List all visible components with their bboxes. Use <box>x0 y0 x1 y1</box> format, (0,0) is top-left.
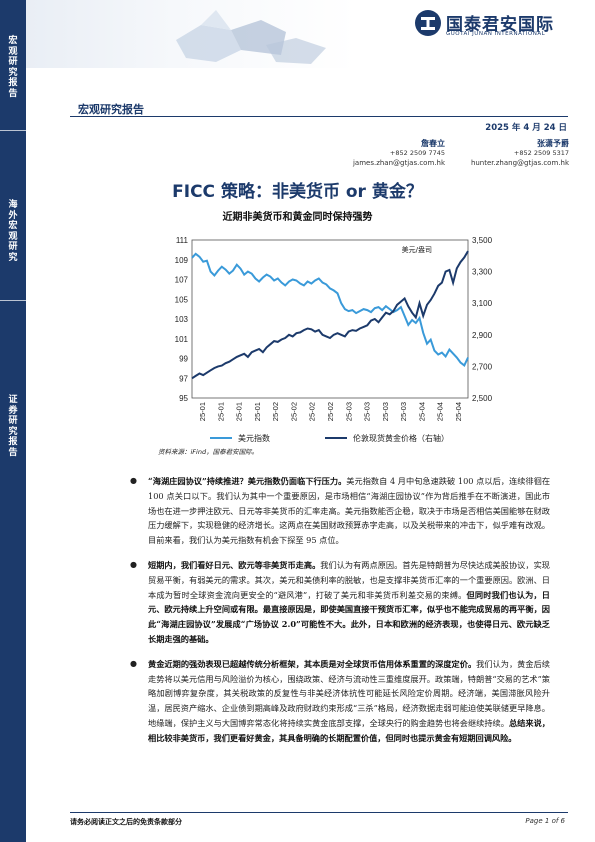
bullet-icon: ● <box>130 476 137 485</box>
sidebar-divider <box>0 300 26 301</box>
sidebar-section-1: 宏观研究报告 <box>0 36 26 99</box>
legend-label-1: 美元指数 <box>238 433 270 443</box>
author-2: 张潇予爵 +852 2509 5317 hunter.zhang@gtjas.c… <box>471 138 569 168</box>
sidebar-divider <box>0 130 26 131</box>
bullet-heading: 短期内，我们看好日元、欧元等非美货币走高。 <box>148 559 321 570</box>
sidebar-char: 报 <box>8 437 18 447</box>
bullet-text: 我们认为有两点原因。首先是特朗普为尽快达成美股协议，实现贸易平衡，有弱美元的需求… <box>148 559 550 600</box>
bullet-item: ● 黄金近期的强劲表现已超越传统分析框架，其本质是对全球货币信用体系重置的深度定… <box>130 657 550 746</box>
bullet-heading: 黄金近期的强劲表现已超越传统分析框架，其本质是对全球货币信用体系重置的深度定价。 <box>148 658 477 669</box>
chart: 95 97 99 101 103 105 107 109 111 2,500 2,700 2,900 3… <box>175 236 493 443</box>
x-axis-tick-label: 25-02 <box>271 402 280 421</box>
sidebar-char: 宏 <box>8 36 18 46</box>
left-axis-tick-label: 111 <box>176 236 189 245</box>
logo-subtext: GUOTAI JUNAN INTERNATIONAL <box>446 31 546 37</box>
x-axis-tick-label: 25-04 <box>436 402 445 421</box>
left-axis-tick-label: 95 <box>179 394 188 403</box>
legend-label-2: 伦敦现货黄金价格（右轴） <box>353 433 449 443</box>
bullet-text: 美元指数自 4 月中旬急速跌破 100 点以后，连续徘徊在 100 点关口以下。… <box>148 476 551 546</box>
plot-frame <box>191 239 469 399</box>
x-axis-tick-label: 25-01 <box>253 402 262 421</box>
chart-source: 资料来源：iFind，国泰君安国际。 <box>158 448 259 456</box>
report-date: 2025 年 4 月 24 日 <box>485 123 567 133</box>
right-axis-tick-label: 2,500 <box>472 394 493 403</box>
sidebar-char: 外 <box>8 210 18 221</box>
page-number: Page 1 of 6 <box>525 817 565 825</box>
sidebar-char: 观 <box>8 231 18 242</box>
header-banner <box>26 0 356 68</box>
right-axis-tick-label: 2,700 <box>472 362 493 371</box>
x-axis-tick-label: 25-04 <box>454 402 463 421</box>
sidebar-char: 究 <box>8 67 18 78</box>
x-axis-tick-label: 25-01 <box>235 402 244 421</box>
sidebar-char: 海 <box>8 200 18 210</box>
sidebar-char: 究 <box>8 252 18 263</box>
x-axis-tick-label: 25-02 <box>308 402 317 421</box>
sidebar-char: 宏 <box>8 221 18 231</box>
right-axis-tick-label: 3,300 <box>472 268 493 277</box>
left-axis-tick-label: 99 <box>179 355 188 364</box>
sidebar-char: 告 <box>8 447 18 458</box>
sidebar-char: 观 <box>8 46 18 57</box>
bullet-heading: “海湖庄园协议”持续推进？美元指数仍面临下行压力。 <box>148 476 347 486</box>
author-name: 詹春立 <box>421 138 445 148</box>
x-axis-tick-label: 25-03 <box>344 402 353 421</box>
left-axis-tick-label: 97 <box>179 374 188 383</box>
bullet-text: 我们认为，黄金后续走势将以美元信用与风险溢价为核心，围绕政策、经济与流动性三重维… <box>148 658 550 728</box>
series-line-1 <box>191 252 469 367</box>
left-axis-tick-label: 107 <box>175 276 189 285</box>
sidebar-char: 研 <box>8 57 18 67</box>
left-axis-tick-label: 109 <box>175 256 189 265</box>
sidebar-section-2: 海外宏观研究 <box>0 200 26 263</box>
x-axis-tick-label: 25-03 <box>381 402 390 421</box>
unit-label: 美元/盎司 <box>402 245 432 254</box>
x-axis-tick-label: 25-01 <box>216 402 225 421</box>
bullet-icon: ● <box>130 559 137 569</box>
author-email[interactable]: hunter.zhang@gtjas.com.hk <box>470 159 569 167</box>
author-1: 詹春立 +852 2509 7745 james.zhan@gtjas.com.… <box>353 138 445 168</box>
left-axis-tick-label: 101 <box>175 335 189 344</box>
left-axis-tick-label: 105 <box>175 295 189 304</box>
x-axis-tick-label: 25-02 <box>326 402 335 421</box>
sidebar-section-3: 证券研究报告 <box>0 395 26 458</box>
x-axis-tick-label: 25-03 <box>363 402 372 421</box>
crystal-decoration <box>176 10 326 64</box>
bullet-item: ● 短期内，我们看好日元、欧元等非美货币走高。我们认为有两点原因。首先是特朗普为… <box>130 558 550 647</box>
logo-text: 国泰君安国际 <box>446 15 554 35</box>
x-axis-tick-label: 25-03 <box>399 402 408 421</box>
sidebar-char: 研 <box>8 242 18 252</box>
x-axis-tick-label: 25-02 <box>289 402 298 421</box>
sidebar-char: 研 <box>8 416 18 426</box>
report-title: FICC 策略：非美货币 or 黄金？ <box>172 182 423 202</box>
bullet-tail: 总结来说，相比较非美货币，我们更看好黄金，其具备明确的长期配置价值，但同时也提示… <box>148 717 550 743</box>
sidebar <box>0 0 26 842</box>
report-type: 宏观研究报告 <box>78 103 144 116</box>
right-axis-tick-label: 2,900 <box>472 331 493 340</box>
right-axis-tick-label: 3,500 <box>472 236 493 245</box>
right-axis-tick-label: 3,100 <box>472 299 493 308</box>
sidebar-char: 证 <box>8 395 18 405</box>
series-line-2 <box>191 250 469 380</box>
x-axis-tick-label: 25-04 <box>417 402 426 421</box>
header-rule <box>70 116 568 117</box>
sidebar-char: 券 <box>8 405 18 416</box>
author-name: 张潇予爵 <box>537 138 569 148</box>
sidebar-char: 究 <box>8 426 18 437</box>
footer-disclaimer[interactable]: 请务必阅读正文之后的免责条款部分 <box>70 818 182 826</box>
author-email[interactable]: james.zhan@gtjas.com.hk <box>352 159 445 167</box>
sidebar-char: 报 <box>8 78 18 88</box>
chart-title: 近期非美货币和黄金同时保持强势 <box>222 212 373 223</box>
sidebar-char: 告 <box>8 88 18 99</box>
author-phone: +852 2509 5317 <box>513 149 569 157</box>
bullet-list: ● “海湖庄园协议”持续推进？美元指数仍面临下行压力。美元指数自 4 月中旬急速… <box>130 474 551 756</box>
author-phone: +852 2509 7745 <box>389 149 445 157</box>
bullet-item: ● “海湖庄园协议”持续推进？美元指数仍面临下行压力。美元指数自 4 月中旬急速… <box>130 474 551 548</box>
left-axis-tick-label: 103 <box>175 315 189 324</box>
x-axis-tick-label: 25-01 <box>198 402 207 421</box>
bullet-tail: 但同时我们也认为，日元、欧元持续上升空间或有限。最直接原因是，即使美国直接干预货… <box>148 589 550 644</box>
company-logo-icon <box>415 10 441 36</box>
footer-rule <box>70 812 568 813</box>
bullet-icon: ● <box>130 658 137 668</box>
